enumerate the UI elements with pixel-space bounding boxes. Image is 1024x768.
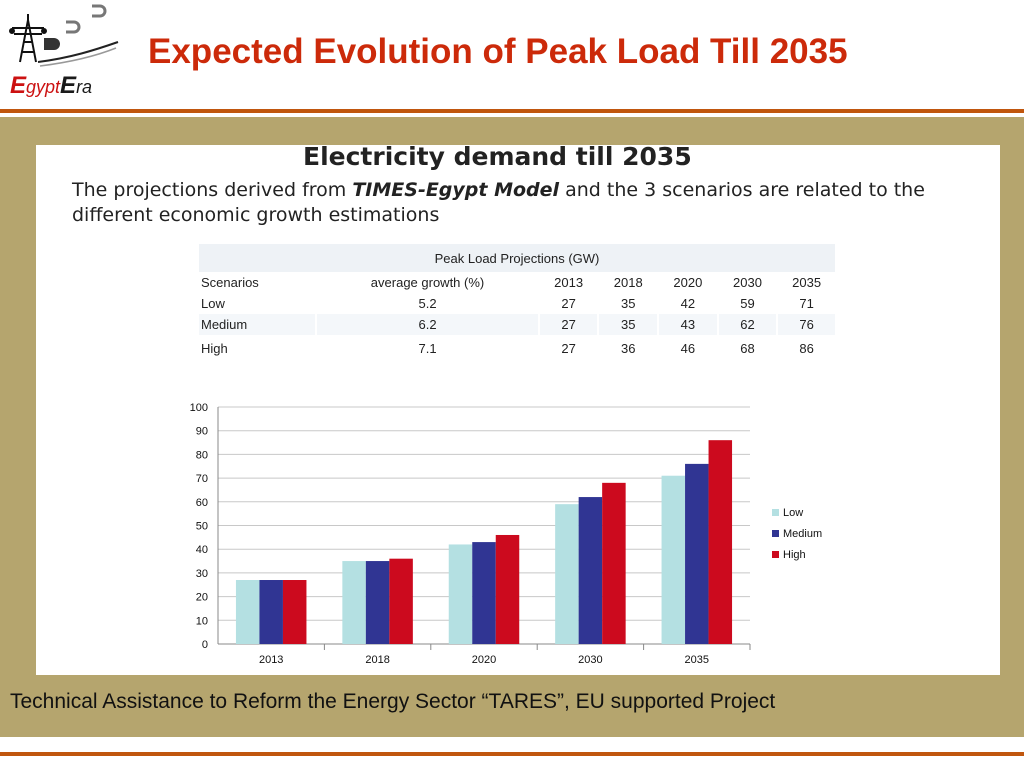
- cable-swoosh: [39, 47, 117, 67]
- header-divider: [0, 109, 1024, 113]
- bar-low: [235, 580, 260, 644]
- table-cell: 27: [537, 293, 599, 314]
- table-cell: 43: [657, 314, 718, 335]
- table-row: Low 5.2 27 35 42 59 71: [199, 293, 835, 314]
- legend-swatch: [772, 509, 779, 516]
- plug-icon: [44, 38, 60, 50]
- bar-high: [495, 534, 520, 644]
- table-cell: 46: [657, 335, 718, 361]
- table-cell: 5.2: [315, 293, 539, 314]
- bar-medium: [685, 463, 709, 644]
- bar-low: [448, 544, 473, 644]
- y-tick-label: 100: [190, 402, 208, 414]
- logo-wordmark: EgyptEra: [10, 72, 92, 100]
- legend-swatch: [772, 530, 779, 537]
- table-header: average growth (%): [315, 272, 539, 293]
- table-cell: 36: [597, 335, 659, 361]
- logo-letter-e2: E: [60, 72, 77, 99]
- y-tick-label: 40: [196, 544, 208, 556]
- x-tick-label: 2020: [472, 654, 496, 666]
- x-tick-label: 2030: [578, 654, 602, 666]
- table-cell: High: [201, 340, 228, 356]
- desc-pre: The projections derived from: [72, 179, 353, 201]
- y-tick-label: 20: [196, 592, 208, 604]
- table-cell: 42: [657, 293, 718, 314]
- table-header: 2013: [537, 272, 599, 293]
- bar-low: [342, 561, 366, 644]
- card-description: The projections derived from TIMES-Egypt…: [72, 178, 972, 228]
- table-row: Medium 6.2 27 35 43 62 76: [199, 314, 835, 335]
- table-cell: 7.1: [315, 335, 539, 361]
- y-tick-label: 10: [196, 615, 208, 627]
- y-tick-label: 50: [196, 521, 208, 533]
- table-header: 2030: [716, 272, 778, 293]
- power-pylon-icon: [9, 14, 47, 63]
- table-cell: 6.2: [315, 314, 539, 335]
- bar-high: [602, 482, 626, 644]
- bar-medium: [578, 497, 603, 644]
- legend-label: Medium: [783, 528, 822, 540]
- y-tick-label: 70: [196, 473, 208, 485]
- x-tick-label: 2035: [685, 654, 709, 666]
- x-tick-label: 2018: [365, 654, 389, 666]
- table-cell: 27: [537, 335, 599, 361]
- bar-medium: [472, 542, 496, 644]
- logo-letter-e: E: [10, 72, 27, 99]
- footer-text: Technical Assistance to Reform the Energ…: [10, 690, 776, 713]
- table-cell: 68: [716, 335, 778, 361]
- table-cell: 86: [776, 335, 835, 361]
- logo-ra: ra: [76, 77, 93, 97]
- table-cell: Low: [201, 296, 225, 311]
- table-cell: Medium: [199, 314, 317, 335]
- bar-low: [555, 504, 579, 644]
- logo-gypt: gypt: [26, 77, 61, 97]
- table-header: 2035: [776, 272, 835, 293]
- table-header: 2018: [597, 272, 659, 293]
- y-tick-label: 30: [196, 568, 208, 580]
- legend-label: High: [783, 549, 806, 561]
- table-cell: 62: [716, 314, 778, 335]
- footer-divider: [0, 752, 1024, 756]
- y-tick-label: 90: [196, 426, 208, 438]
- table-cell: 35: [597, 293, 659, 314]
- table-cell: 35: [597, 314, 659, 335]
- legend-label: Low: [783, 507, 803, 519]
- x-tick-label: 2013: [259, 654, 283, 666]
- table-header: 2020: [657, 272, 718, 293]
- card-heading: Electricity demand till 2035: [303, 142, 692, 171]
- table-cell: 71: [776, 293, 835, 314]
- page-title: Expected Evolution of Peak Load Till 203…: [148, 32, 848, 71]
- cable-swoosh: [37, 41, 119, 63]
- table-header: Scenarios: [201, 275, 259, 290]
- y-tick-label: 0: [202, 639, 208, 651]
- bar-high: [282, 580, 307, 644]
- table-cell: 76: [776, 314, 835, 335]
- peak-load-table: Peak Load Projections (GW) Scenarios ave…: [199, 244, 835, 361]
- plug-icon: [66, 4, 107, 34]
- y-tick-label: 80: [196, 449, 208, 461]
- desc-post: and the 3 scenarios are related to the d…: [72, 179, 925, 226]
- table-caption: Peak Load Projections (GW): [199, 244, 835, 272]
- table-cell: 27: [537, 314, 599, 335]
- bar-low: [661, 475, 686, 644]
- table-cell: 59: [716, 293, 778, 314]
- y-tick-label: 60: [196, 497, 208, 509]
- bar-medium: [259, 580, 283, 644]
- bar-medium: [365, 561, 390, 644]
- egyptera-logo: [9, 4, 119, 67]
- bar-high: [708, 440, 733, 644]
- bar-high: [389, 558, 413, 644]
- desc-model-name: TIMES-Egypt Model: [352, 179, 560, 201]
- legend-swatch: [772, 551, 779, 558]
- table-row: High 7.1 27 36 46 68 86: [199, 335, 835, 361]
